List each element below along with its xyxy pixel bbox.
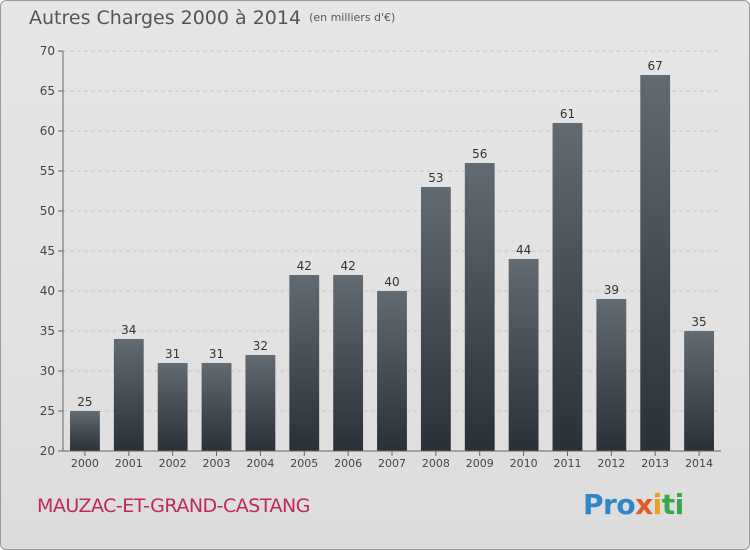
bar-2001 xyxy=(113,339,144,451)
x-tick-label-2007: 2007 xyxy=(378,457,406,470)
chart-subtitle: (en milliers d'€) xyxy=(309,11,396,24)
data-label-2007: 40 xyxy=(384,275,399,289)
data-label-2006: 42 xyxy=(340,259,355,273)
x-tick-label-2003: 2003 xyxy=(203,457,231,470)
y-tick-label: 25 xyxy=(40,404,55,418)
x-tick-label-2005: 2005 xyxy=(290,457,318,470)
bar-2009 xyxy=(464,163,495,451)
y-tick-label: 40 xyxy=(40,284,55,298)
x-tick-label-2009: 2009 xyxy=(466,457,494,470)
x-tick-label-2010: 2010 xyxy=(510,457,538,470)
data-label-2012: 39 xyxy=(604,283,619,297)
x-tick-label-2011: 2011 xyxy=(553,457,581,470)
logo-part-4: ti xyxy=(661,488,684,521)
bar-2011 xyxy=(552,123,583,451)
y-tick-label: 50 xyxy=(40,204,55,218)
bar-2002 xyxy=(157,363,188,451)
data-label-2001: 34 xyxy=(121,323,136,337)
x-tick-label-2014: 2014 xyxy=(685,457,713,470)
chart-title: Autres Charges 2000 à 2014 (en milliers d… xyxy=(29,7,395,29)
bar-2010 xyxy=(508,259,539,451)
y-tick-label: 65 xyxy=(40,84,55,98)
y-tick-label: 55 xyxy=(40,164,55,178)
data-label-2011: 61 xyxy=(560,107,575,121)
x-tick-label-2013: 2013 xyxy=(641,457,669,470)
x-tick-label-2008: 2008 xyxy=(422,457,450,470)
bar-2004 xyxy=(245,355,276,451)
data-label-2005: 42 xyxy=(297,259,312,273)
logo-part-3: i xyxy=(652,488,663,521)
data-label-2014: 35 xyxy=(691,315,706,329)
x-tick-label-2004: 2004 xyxy=(246,457,274,470)
y-tick-label: 45 xyxy=(40,244,55,258)
bar-2005 xyxy=(289,275,320,451)
y-tick-label: 20 xyxy=(40,444,55,458)
data-label-2010: 44 xyxy=(516,243,531,257)
data-label-2008: 53 xyxy=(428,171,443,185)
x-tick-label-2012: 2012 xyxy=(597,457,625,470)
logo-part-1: Pro xyxy=(583,488,636,521)
bar-2003 xyxy=(201,363,232,451)
bar-2007 xyxy=(377,291,407,451)
bar-2012 xyxy=(596,299,627,451)
commune-name: MAUZAC-ET-GRAND-CASTANG xyxy=(37,495,310,517)
bar-2013 xyxy=(640,75,671,451)
title-text: Autres Charges 2000 à 2014 xyxy=(29,7,302,29)
y-tick-label: 30 xyxy=(40,364,55,378)
bar-2014 xyxy=(684,331,714,451)
bar-2006 xyxy=(333,275,364,451)
y-tick-label: 70 xyxy=(40,44,55,58)
x-tick-label-2002: 2002 xyxy=(159,457,187,470)
data-label-2009: 56 xyxy=(472,147,487,161)
logo-part-2: x xyxy=(635,488,653,521)
y-tick-label: 35 xyxy=(40,324,55,338)
data-label-2002: 31 xyxy=(165,347,180,361)
proxiti-logo: Proxiti xyxy=(583,488,684,521)
data-label-2003: 31 xyxy=(209,347,224,361)
x-tick-label-2000: 2000 xyxy=(71,457,99,470)
bar-2008 xyxy=(420,187,451,451)
x-tick-label-2001: 2001 xyxy=(115,457,143,470)
x-tick-label-2006: 2006 xyxy=(334,457,362,470)
y-tick-label: 60 xyxy=(40,124,55,138)
data-label-2004: 32 xyxy=(253,339,268,353)
data-label-2000: 25 xyxy=(77,395,92,409)
bar-2000 xyxy=(70,411,100,451)
data-label-2013: 67 xyxy=(648,59,663,73)
